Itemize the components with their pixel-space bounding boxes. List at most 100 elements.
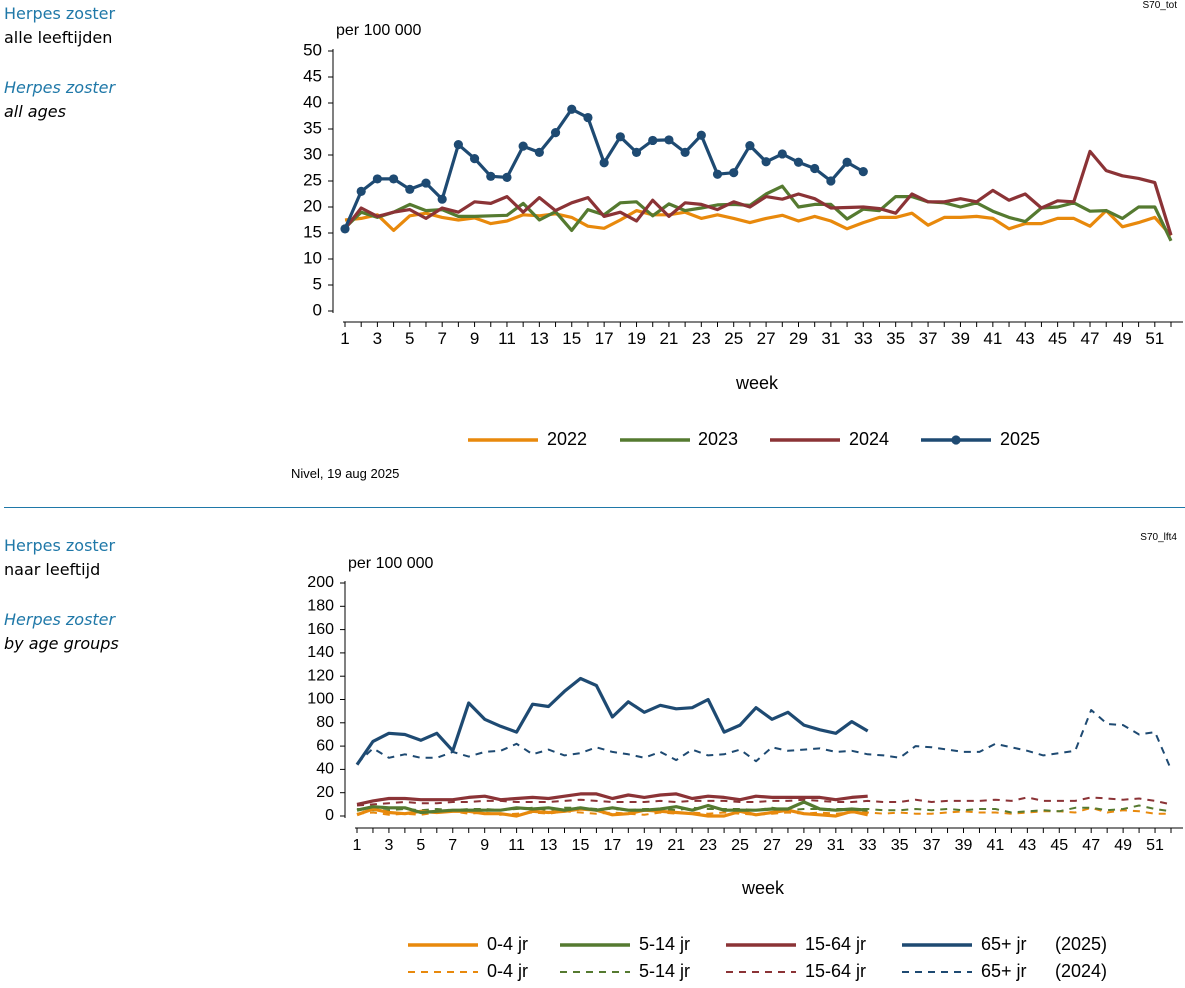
- data-point-2025: [648, 135, 658, 146]
- x-tick-label: 33: [854, 329, 873, 348]
- data-point-2025: [615, 132, 625, 142]
- legend-label: 65+ jr: [981, 934, 1027, 954]
- panel1-code: S70_tot: [1142, 0, 1177, 11]
- series-line-2023: [343, 184, 1173, 242]
- x-tick-label: 17: [603, 837, 621, 854]
- data-point-2025: [502, 172, 512, 182]
- data-point-2025: [810, 163, 820, 174]
- data-point-2025: [631, 147, 642, 157]
- x-tick-label: 13: [530, 329, 549, 348]
- panel2-code: S70_lft4: [1140, 532, 1177, 543]
- legend-label: 65+ jr: [981, 961, 1027, 981]
- panel1-subtitle-en: all ages: [4, 102, 66, 121]
- panel1-labels: Herpes zoster alle leeftijden Herpes zos…: [4, 2, 115, 124]
- x-tick-label: 37: [923, 837, 941, 854]
- y-axis-label: per 100 000: [336, 22, 422, 39]
- legend-label: 0-4 jr: [487, 961, 528, 981]
- x-tick-label: 9: [470, 329, 479, 348]
- data-point-2025: [486, 171, 496, 181]
- x-tick-label: 41: [983, 329, 1002, 348]
- data-point-2025: [583, 112, 593, 123]
- x-tick-label: 21: [659, 329, 678, 348]
- x-tick-label: 51: [1146, 837, 1164, 854]
- x-tick-label: 5: [405, 329, 414, 348]
- panel2-title-en: Herpes zoster: [4, 610, 116, 629]
- x-tick-label: 29: [795, 837, 813, 854]
- data-point-2025: [405, 184, 415, 194]
- series-line-65-jr-2025: [355, 676, 869, 766]
- x-axis-label: week: [735, 373, 779, 393]
- data-point-2025: [388, 174, 399, 184]
- x-tick-label: 19: [627, 329, 646, 348]
- y-tick-label: 120: [307, 667, 334, 684]
- x-tick-label: 3: [384, 837, 393, 854]
- data-point-2025: [858, 167, 868, 177]
- legend: 0-4 jr 5-14 jr 15-64 jr 65+ jr (2025) 0-4 jr 5…: [408, 934, 1107, 981]
- legend: 2022 2023 2024 2025: [468, 429, 1040, 449]
- data-point-2025: [664, 135, 674, 145]
- x-tick-label: 23: [699, 837, 717, 854]
- x-tick-label: 39: [955, 837, 973, 854]
- x-tick-label: 35: [891, 837, 909, 854]
- panel1-subtitle-nl: alle leeftijden: [4, 28, 113, 47]
- x-axis-label: week: [741, 878, 785, 898]
- panel2-subtitle-nl: naar leeftijd: [4, 560, 101, 579]
- y-axis-label: per 100 000: [348, 555, 434, 572]
- y-tick-label: 20: [316, 784, 334, 801]
- x-tick-label: 25: [731, 837, 749, 854]
- x-tick-label: 49: [1113, 329, 1132, 348]
- y-tick-label: 160: [307, 621, 334, 638]
- x-tick-label: 25: [724, 329, 743, 348]
- y-tick-label: 200: [307, 574, 334, 591]
- data-point-2025: [453, 140, 463, 150]
- legend-label: 5-14 jr: [639, 961, 690, 981]
- x-tick-label: 7: [448, 837, 457, 854]
- data-point-2025: [421, 178, 431, 188]
- x-tick-label: 49: [1114, 837, 1132, 854]
- y-tick-label: 20: [303, 196, 322, 215]
- panel1-title-nl: Herpes zoster: [4, 4, 116, 23]
- panel2-title-nl: Herpes zoster: [4, 536, 116, 555]
- x-tick-label: 11: [508, 837, 525, 854]
- x-tick-label: 39: [951, 329, 970, 348]
- data-point-2025: [518, 141, 528, 151]
- x-tick-label: 37: [919, 329, 938, 348]
- panel-divider: [4, 507, 1185, 508]
- data-point-2025: [712, 169, 723, 179]
- legend-label: 15-64 jr: [805, 961, 866, 981]
- data-point-2025: [842, 157, 852, 167]
- legend-label: 2022: [547, 429, 587, 449]
- legend-year: (2024): [1055, 961, 1107, 981]
- y-tick-label: 0: [313, 300, 322, 319]
- legend-label: 2023: [698, 429, 738, 449]
- x-tick-label: 27: [763, 837, 781, 854]
- data-point-2025: [534, 147, 544, 157]
- x-tick-label: 5: [416, 837, 425, 854]
- x-tick-label: 7: [437, 329, 446, 348]
- y-tick-label: 15: [303, 222, 322, 241]
- y-tick-label: 35: [303, 118, 322, 137]
- x-tick-label: 19: [635, 837, 653, 854]
- x-tick-label: 13: [540, 837, 558, 854]
- x-tick-label: 3: [373, 329, 382, 348]
- y-tick-label: 10: [303, 248, 322, 267]
- data-point-2025: [680, 147, 690, 157]
- panel1-title-en: Herpes zoster: [4, 78, 116, 97]
- x-tick-label: 41: [987, 837, 1005, 854]
- series-line-15-64-jr-2024: [356, 796, 1172, 807]
- data-point-2025: [696, 130, 706, 140]
- data-point-2025: [777, 149, 787, 159]
- x-tick-label: 51: [1145, 329, 1164, 348]
- x-tick-label: 29: [789, 329, 808, 348]
- data-point-2025: [469, 154, 480, 164]
- y-tick-label: 40: [303, 92, 322, 111]
- x-tick-label: 9: [480, 837, 489, 854]
- data-point-2025: [437, 194, 447, 204]
- y-tick-label: 140: [307, 644, 334, 661]
- data-point-2025: [567, 104, 577, 114]
- x-tick-label: 15: [562, 329, 581, 348]
- data-point-2025: [793, 157, 804, 167]
